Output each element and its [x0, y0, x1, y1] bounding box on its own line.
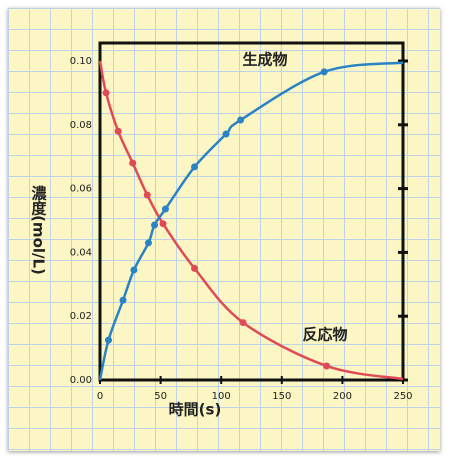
plot-frame [98, 41, 405, 382]
series-line [98, 60, 404, 381]
series-label: 反応物 [302, 326, 347, 344]
data-point [143, 191, 151, 199]
data-point [104, 336, 112, 344]
data-point [159, 220, 167, 228]
data-point [129, 159, 137, 167]
series-label: 生成物 [242, 51, 287, 69]
data-point [144, 239, 152, 247]
x-tick-label: 200 [333, 391, 352, 402]
y-tick-label: 0.06 [70, 184, 92, 195]
data-point [151, 221, 159, 229]
y-tick-label: 0.08 [70, 120, 92, 131]
data-point [191, 264, 199, 272]
data-point [320, 68, 328, 76]
data-point [102, 89, 110, 97]
data-point [114, 127, 122, 135]
x-tick-label: 50 [154, 391, 167, 402]
x-axis-label: 時間(s) [169, 401, 222, 419]
y-axis-label: 濃度(mol/L) [30, 184, 48, 275]
data-point [161, 205, 169, 213]
x-tick-label: 100 [212, 391, 231, 402]
y-tick-label: 0.00 [70, 375, 92, 386]
data-point [237, 116, 245, 124]
x-tick-label: 150 [272, 391, 291, 402]
x-tick-label: 250 [393, 391, 412, 402]
series-line [98, 61, 404, 381]
paper [8, 8, 440, 451]
data-point [130, 266, 138, 274]
data-point [119, 296, 127, 304]
y-tick-label: 0.10 [70, 56, 92, 67]
y-tick-label: 0.02 [70, 311, 92, 322]
data-point [191, 163, 199, 171]
x-tick-label: 0 [97, 391, 103, 402]
y-tick-label: 0.04 [70, 247, 92, 258]
data-point [323, 362, 331, 370]
data-point [239, 319, 247, 327]
data-point [222, 130, 230, 138]
